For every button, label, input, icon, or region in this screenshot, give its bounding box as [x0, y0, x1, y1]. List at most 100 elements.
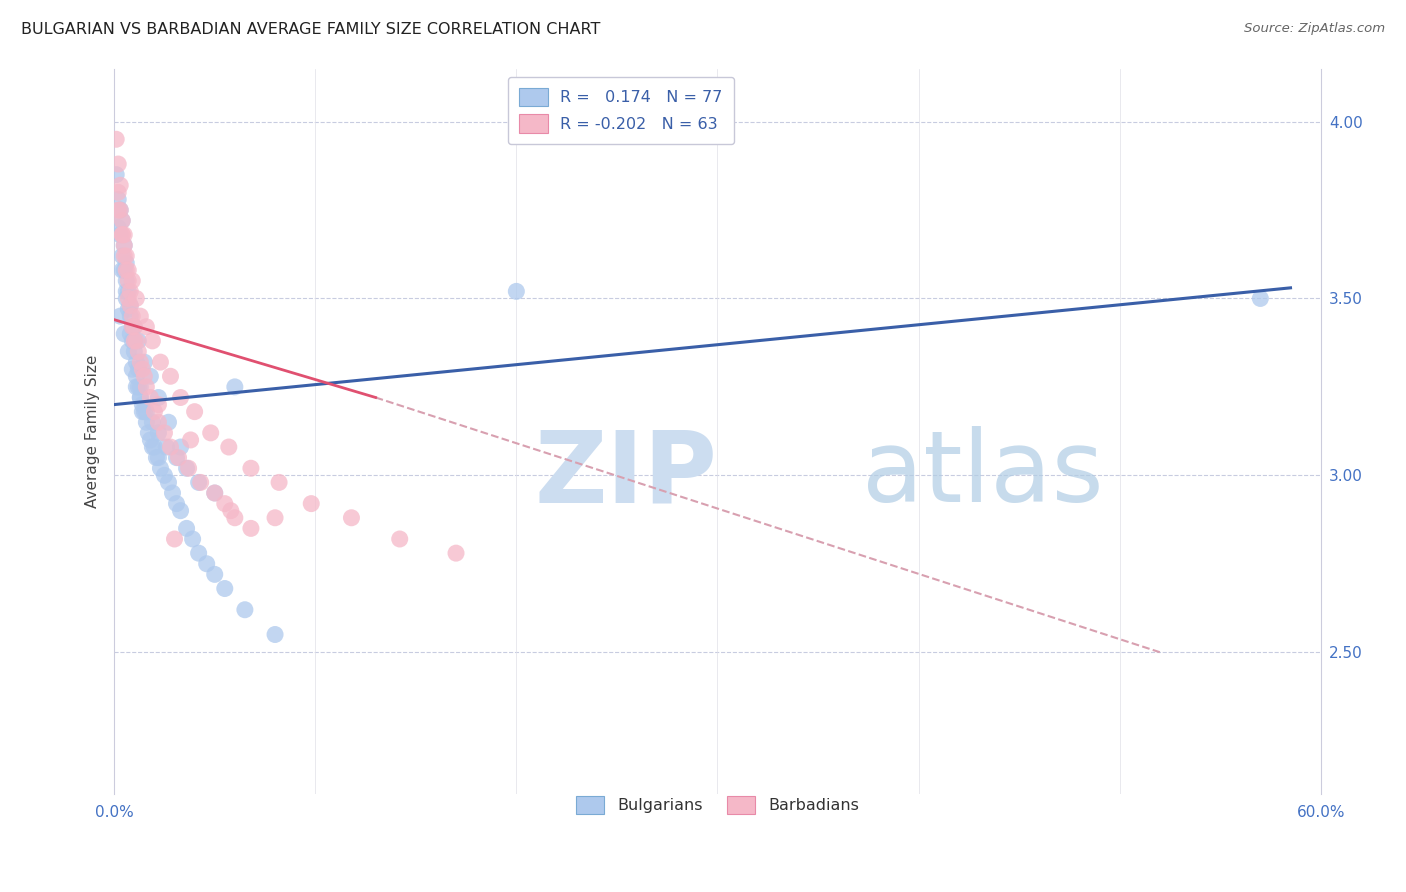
Point [204, 486, 226, 500]
Point [117, 301, 139, 316]
Point [340, 510, 363, 524]
Point [505, 285, 527, 299]
Point [110, 227, 132, 242]
Point [169, 391, 191, 405]
Point [131, 404, 153, 418]
Point [219, 504, 242, 518]
Point [129, 380, 152, 394]
Point [105, 132, 128, 146]
Legend: Bulgarians, Barbadians: Bulgarians, Barbadians [565, 785, 870, 826]
Text: atlas: atlas [862, 426, 1104, 523]
Point [120, 299, 142, 313]
Point [187, 475, 209, 490]
Point [143, 404, 166, 418]
Point [107, 220, 129, 235]
Point [166, 497, 188, 511]
Point [112, 263, 135, 277]
Point [131, 362, 153, 376]
Point [129, 355, 152, 369]
Point [218, 440, 240, 454]
Point [115, 292, 138, 306]
Point [169, 504, 191, 518]
Point [117, 292, 139, 306]
Point [139, 433, 162, 447]
Point [117, 274, 139, 288]
Point [112, 249, 135, 263]
Point [115, 274, 138, 288]
Point [124, 319, 146, 334]
Point [112, 238, 135, 252]
Point [135, 319, 157, 334]
Point [127, 380, 149, 394]
Point [111, 263, 134, 277]
Point [127, 362, 149, 376]
Point [153, 468, 176, 483]
Point [117, 263, 139, 277]
Point [105, 168, 128, 182]
Point [129, 391, 152, 405]
Point [187, 546, 209, 560]
Text: BULGARIAN VS BARBADIAN AVERAGE FAMILY SIZE CORRELATION CHART: BULGARIAN VS BARBADIAN AVERAGE FAMILY SI… [21, 22, 600, 37]
Point [120, 326, 142, 341]
Point [224, 510, 246, 524]
Point [129, 391, 152, 405]
Point [155, 440, 177, 454]
Point [135, 380, 157, 394]
Point [124, 319, 146, 334]
Point [110, 202, 132, 217]
Point [163, 532, 186, 546]
Point [157, 415, 180, 429]
Point [138, 425, 160, 440]
Point [121, 309, 143, 323]
Point [264, 627, 287, 641]
Point [112, 326, 135, 341]
Point [131, 398, 153, 412]
Point [153, 425, 176, 440]
Point [111, 213, 134, 227]
Point [134, 355, 156, 369]
Point [181, 532, 204, 546]
Point [121, 319, 143, 334]
Point [121, 274, 143, 288]
Text: ZIP: ZIP [534, 426, 717, 523]
Point [169, 440, 191, 454]
Point [177, 461, 200, 475]
Point [148, 415, 170, 429]
Point [183, 404, 205, 418]
Point [141, 334, 163, 348]
Point [204, 486, 226, 500]
Point [124, 334, 146, 348]
Point [127, 344, 149, 359]
Point [110, 178, 132, 193]
Point [125, 334, 148, 348]
Point [121, 319, 143, 334]
Point [135, 415, 157, 429]
Point [148, 425, 170, 440]
Point [127, 334, 149, 348]
Point [112, 227, 135, 242]
Point [107, 186, 129, 200]
Point [214, 582, 236, 596]
Point [134, 369, 156, 384]
Text: Source: ZipAtlas.com: Source: ZipAtlas.com [1244, 22, 1385, 36]
Point [107, 202, 129, 217]
Point [121, 334, 143, 348]
Point [124, 334, 146, 348]
Point [149, 461, 172, 475]
Point [157, 475, 180, 490]
Point [125, 292, 148, 306]
Point [195, 557, 218, 571]
Point [233, 603, 256, 617]
Point [204, 567, 226, 582]
Point [388, 532, 411, 546]
Point [125, 369, 148, 384]
Y-axis label: Average Family Size: Average Family Size [86, 354, 100, 508]
Point [139, 369, 162, 384]
Point [120, 285, 142, 299]
Point [145, 450, 167, 465]
Point [143, 440, 166, 454]
Point [121, 362, 143, 376]
Point [148, 398, 170, 412]
Point [176, 521, 198, 535]
Point [111, 227, 134, 242]
